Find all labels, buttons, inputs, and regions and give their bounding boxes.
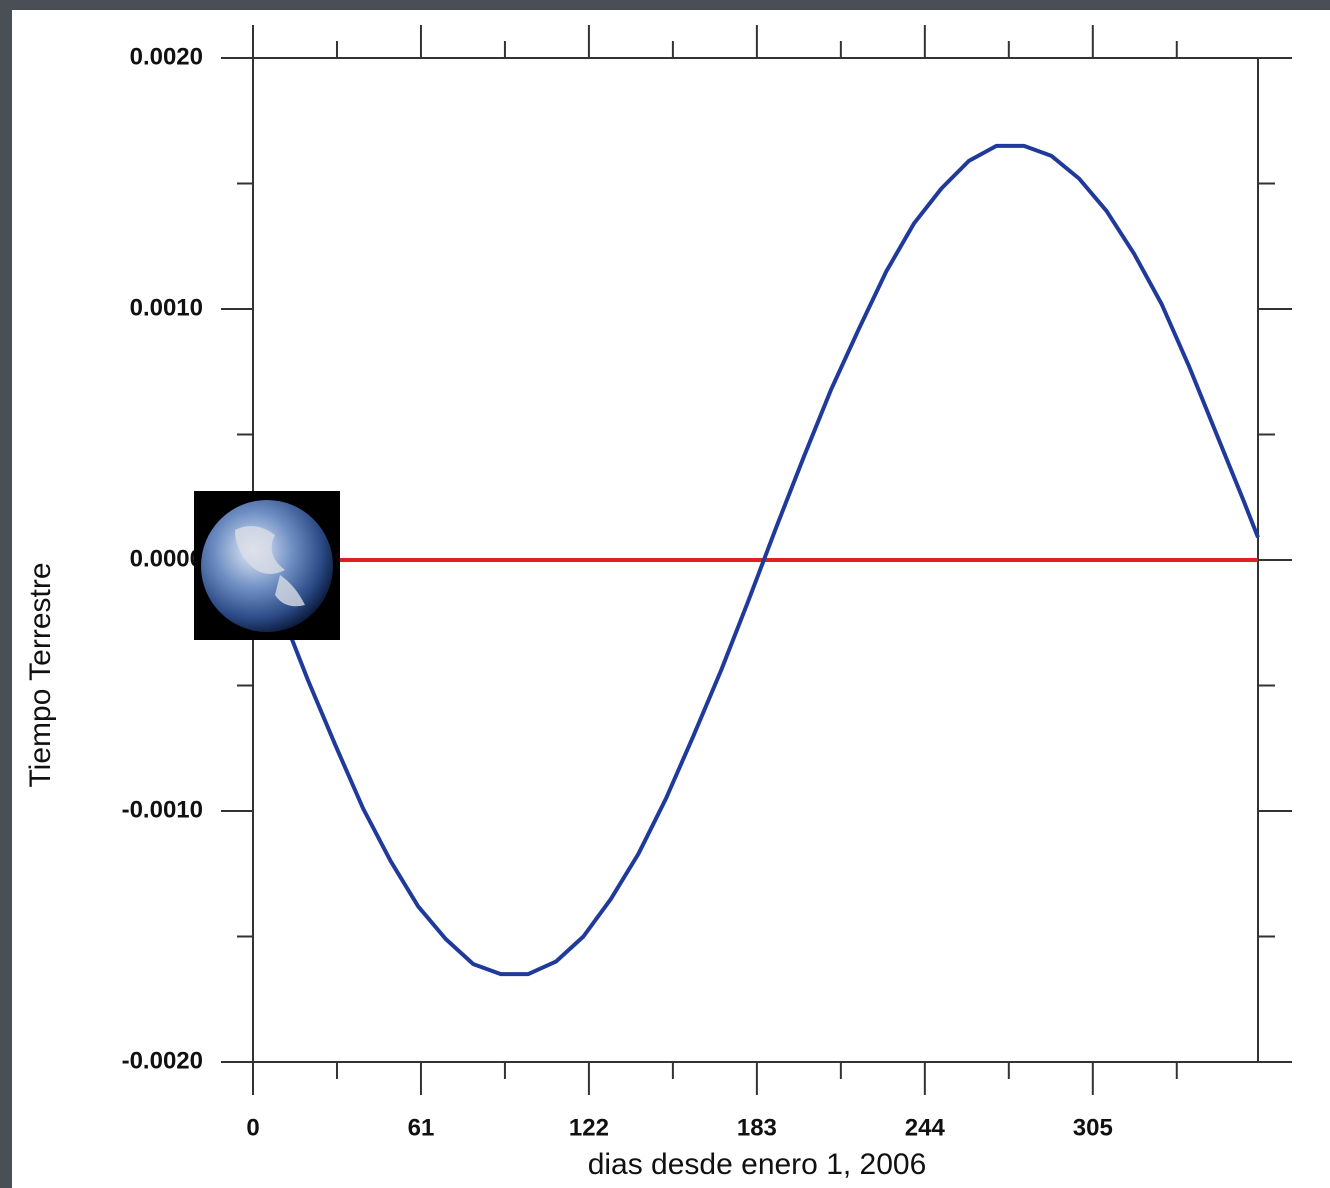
x-tick-label: 244: [905, 1114, 946, 1141]
x-tick-label: 183: [737, 1114, 777, 1141]
y-tick-label: 0.0010: [130, 294, 203, 321]
y-axis-label: Tiempo Terrestre: [24, 562, 57, 787]
y-tick-label: 0.0020: [130, 43, 203, 70]
x-axis-label: dias desde enero 1, 2006: [588, 1148, 927, 1181]
x-tick-label: 122: [569, 1114, 609, 1141]
x-tick-label: 0: [246, 1114, 259, 1141]
earth-clouds: [235, 526, 305, 607]
x-tick-label: 305: [1073, 1114, 1113, 1141]
plot-area: -0.0020 -0.0010 0.0000 0.0010 0.0020 0 61 122 18…: [122, 25, 1292, 1141]
y-tick-label: -0.0020: [122, 1047, 203, 1074]
earth-icon: [194, 491, 340, 640]
x-tick-label: 61: [408, 1114, 435, 1141]
y-tick-label: 0.0000: [130, 545, 203, 572]
series-line: [251, 143, 1260, 977]
y-tick-label: -0.0010: [122, 796, 203, 823]
